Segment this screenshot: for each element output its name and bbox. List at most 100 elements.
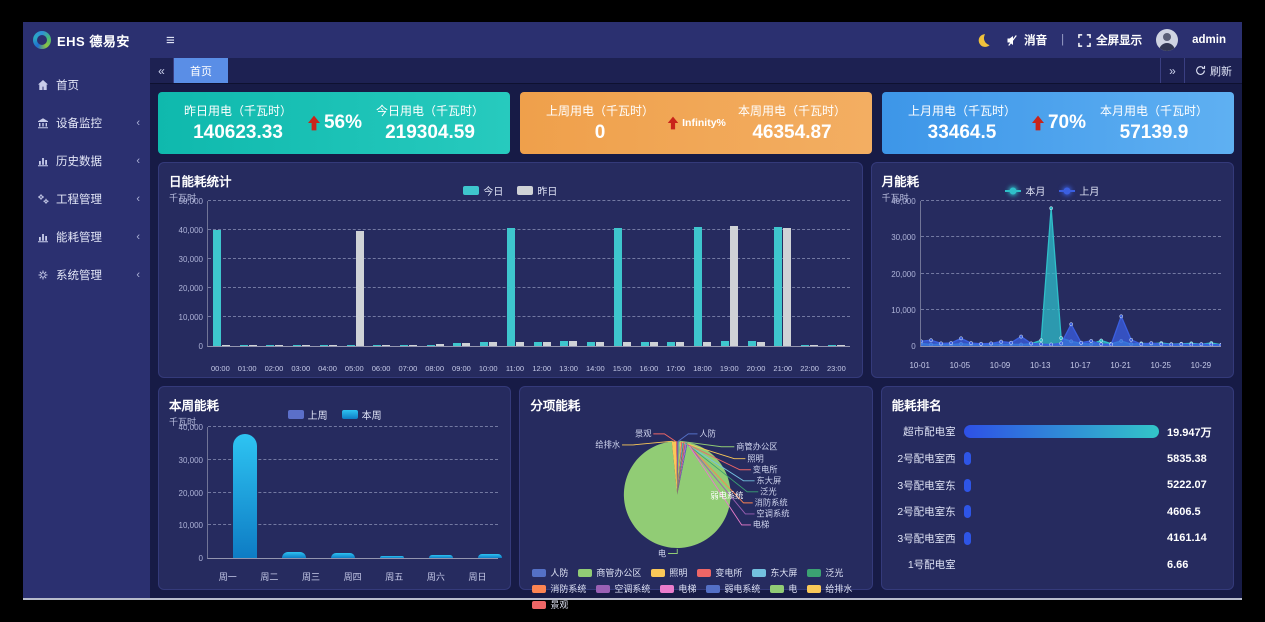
- stat-right-label: 本月用电（千瓦时）: [1099, 104, 1208, 118]
- ranking-track: [964, 558, 1159, 572]
- sidebar: 首页 设备监控 ‹ 历史数据 ‹ 工程管理 ‹ 能耗管理 ‹ 系统管理 ‹: [23, 58, 150, 598]
- refresh-button[interactable]: 刷新: [1184, 58, 1242, 83]
- bar-昨日: [542, 341, 551, 346]
- sidebar-item-0[interactable]: 首页: [23, 66, 150, 104]
- bar-昨日: [649, 342, 658, 346]
- legend-label: 电梯: [678, 584, 697, 594]
- legend-chip-icon: [706, 584, 721, 593]
- legend-label: 变电所: [715, 568, 743, 578]
- legend-chip-icon: [752, 568, 767, 577]
- bar-今日: [453, 342, 462, 346]
- panel-subitem-energy: 分项能耗 人防 商管办公区 照明 变电所 东大屏 泛光消防系统 空调系统 电梯 弱电系统电给排水…: [519, 386, 873, 610]
- gridline: 10,000: [179, 521, 499, 530]
- theme-moon-icon[interactable]: [976, 33, 991, 48]
- pie-legend-item-给排水[interactable]: 给排水: [807, 582, 852, 595]
- x-tick-label: 10-05: [949, 361, 971, 370]
- fullscreen-button[interactable]: 全屏显示: [1078, 32, 1142, 48]
- stat-change-value: 70%: [1047, 112, 1087, 133]
- bar-今日: [640, 342, 649, 346]
- sidebar-item-3[interactable]: 工程管理 ‹: [23, 180, 150, 218]
- username[interactable]: admin: [1192, 34, 1226, 46]
- legend-item-昨日[interactable]: 昨日: [517, 183, 557, 198]
- legend-line-dot-icon: [1059, 187, 1076, 194]
- legend-item-上周[interactable]: 上周: [287, 407, 328, 422]
- legend-chip-icon: [651, 568, 666, 577]
- legend-item-本周[interactable]: 本周: [341, 407, 382, 422]
- x-tick-label: 02:00: [264, 364, 284, 373]
- marker: [1099, 342, 1103, 346]
- bar-本周: [331, 553, 355, 558]
- pie-leader-电梯: [689, 445, 752, 526]
- pie-legend-item-东大屏[interactable]: 东大屏: [752, 566, 797, 579]
- brand: EHS 德易安: [23, 22, 150, 58]
- legend-item-今日[interactable]: 今日: [463, 183, 503, 198]
- pie-legend-item-人防[interactable]: 人防: [532, 566, 568, 579]
- ranking-value: 5835.38: [1166, 452, 1207, 465]
- ranking-row-0: 超市配电室 19.947万: [892, 424, 1223, 440]
- tabs-scroll-left-button[interactable]: «: [150, 58, 174, 83]
- x-tick-label: 15:00: [612, 364, 632, 373]
- y-tick-label: 50,000: [178, 197, 203, 206]
- marker: [958, 336, 963, 341]
- bar-group-04:00: [315, 201, 342, 346]
- bar-昨日: [489, 341, 498, 346]
- dashboard-content: 昨日用电（千瓦时） 140623.33 56% 今日用电（千瓦时） 219304.59 上…: [150, 84, 1242, 610]
- bar-group-05:00: [342, 201, 369, 346]
- pie-legend-item-电[interactable]: 电: [770, 582, 797, 595]
- legend-chip-icon: [532, 568, 547, 577]
- axis-unit: 千瓦时: [881, 193, 909, 203]
- legend-chip-icon: [532, 584, 547, 593]
- month-line-chart: [920, 206, 1221, 346]
- stat-left: 上月用电（千瓦时） 33464.5: [908, 102, 1016, 144]
- bar-昨日: [703, 341, 712, 346]
- pie-legend-item-空调系统[interactable]: 空调系统: [596, 582, 650, 595]
- ranking-row-2: 3号配电室东 5222.07: [892, 478, 1223, 493]
- legend-label: 昨日: [537, 187, 558, 198]
- sidebar-item-2[interactable]: 历史数据 ‹: [23, 142, 150, 180]
- panel-title: 分项能耗: [530, 399, 581, 413]
- sidebar-item-5[interactable]: 系统管理 ‹: [23, 256, 150, 294]
- user-avatar[interactable]: [1156, 29, 1179, 51]
- y-tick-label: 20,000: [178, 488, 203, 498]
- legend-label: 东大屏: [770, 568, 798, 578]
- pie-legend-item-弱电系统[interactable]: 弱电系统: [706, 582, 760, 595]
- pie-leader-泛光: [685, 442, 759, 493]
- bar-昨日: [729, 226, 738, 346]
- bar-今日: [266, 345, 275, 346]
- pie-legend-item-景观[interactable]: 景观: [532, 598, 568, 611]
- ranking-name: 1号配电室: [907, 559, 956, 572]
- legend-item-本月[interactable]: 本月: [1005, 183, 1045, 198]
- bar-chart-icon: [38, 158, 48, 167]
- stat-right-value: 46354.87: [752, 122, 832, 143]
- legend-label: 人防: [550, 568, 569, 578]
- legend-label: 上月: [1079, 187, 1100, 198]
- marker: [1169, 342, 1173, 346]
- tabs-scroll-right-button[interactable]: »: [1160, 58, 1184, 83]
- top-navbar: EHS 德易安 ≡ 消音 | 全屏显示: [23, 22, 1242, 58]
- sidebar-item-label: 设备监控: [56, 118, 102, 130]
- y-tick-label: 0: [911, 342, 916, 351]
- gridline: 20,000: [179, 284, 850, 293]
- bar-plot: 0 10,000 20,000 30,000 40,000: [179, 423, 551, 563]
- chevron-left-icon: ‹: [136, 269, 140, 281]
- pie-legend-item-变电所[interactable]: 变电所: [697, 566, 742, 579]
- tab-home[interactable]: 首页: [174, 58, 228, 83]
- pie-legend-item-消防系统[interactable]: 消防系统: [532, 582, 586, 595]
- stat-right: 本月用电（千瓦时） 57139.9: [1100, 102, 1208, 144]
- marker: [1189, 342, 1193, 346]
- pie-legend-item-泛光[interactable]: 泛光: [807, 566, 843, 579]
- pie-legend-item-照明[interactable]: 照明: [651, 566, 687, 579]
- bar-group-周二: [257, 427, 306, 558]
- legend-item-上月[interactable]: 上月: [1059, 183, 1099, 198]
- pie-legend-item-电梯[interactable]: 电梯: [660, 582, 696, 595]
- stat-right-value: 219304.59: [385, 122, 475, 143]
- sidebar-item-4[interactable]: 能耗管理 ‹: [23, 218, 150, 256]
- pie-legend-item-商管办公区[interactable]: 商管办公区: [578, 566, 641, 579]
- bar-group-19:00: [716, 201, 743, 346]
- marker: [1039, 342, 1043, 346]
- sidebar-item-1[interactable]: 设备监控 ‹: [23, 104, 150, 142]
- menu-toggle-icon[interactable]: ≡: [166, 31, 175, 49]
- marker: [1089, 338, 1093, 343]
- x-tick-label: 20:00: [746, 364, 766, 373]
- mute-button[interactable]: 消音: [1005, 32, 1047, 48]
